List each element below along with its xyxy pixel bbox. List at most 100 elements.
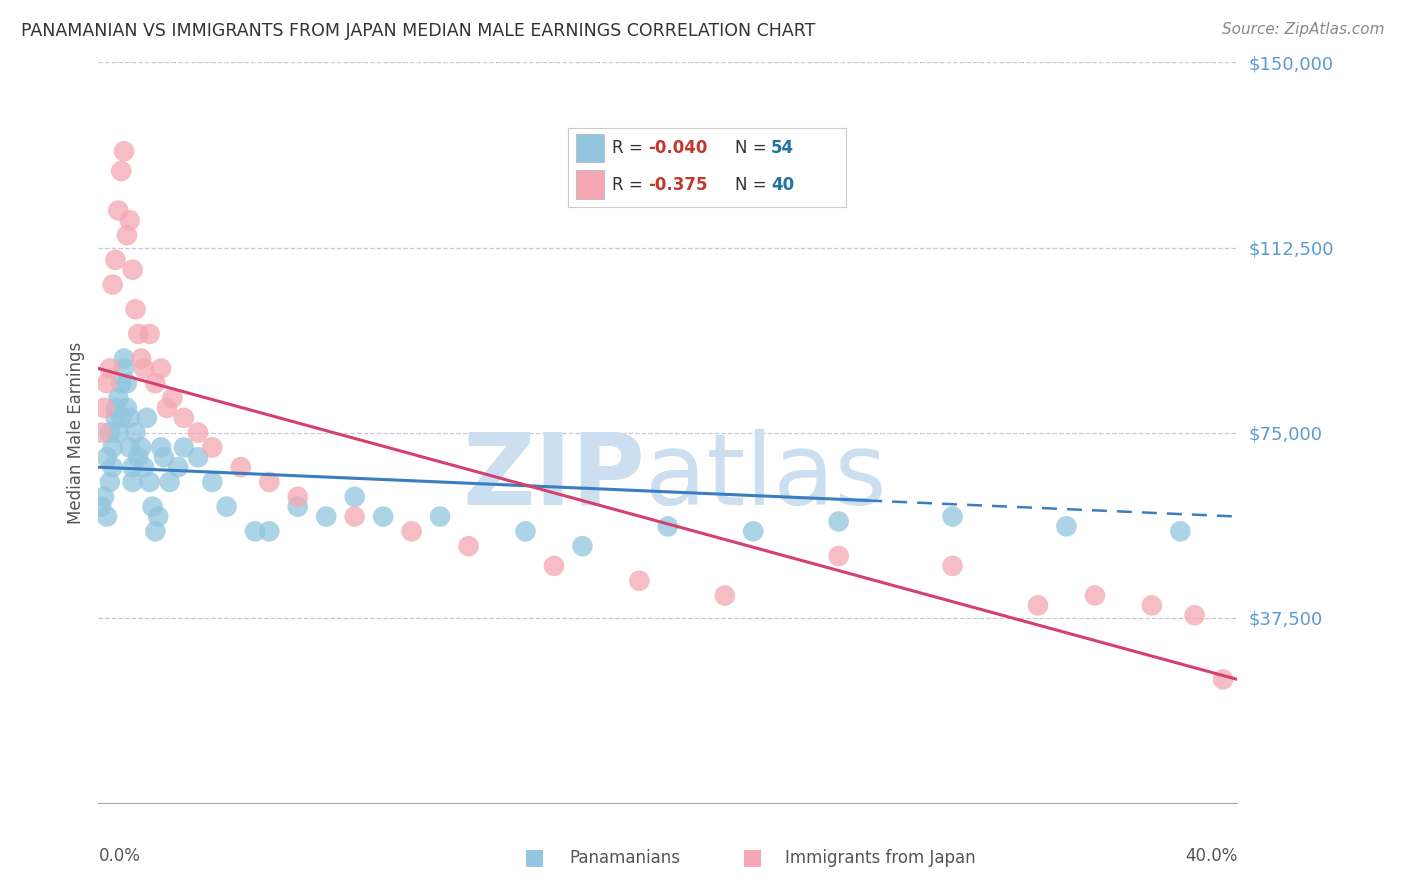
Point	[101, 277, 124, 292]
Point	[1212, 673, 1234, 687]
Point	[543, 558, 565, 573]
Point	[121, 262, 143, 277]
Point	[167, 460, 190, 475]
Point	[118, 410, 141, 425]
Point	[118, 441, 141, 455]
Point	[127, 326, 149, 341]
Point	[828, 515, 851, 529]
Point	[98, 475, 121, 489]
Point	[124, 302, 146, 317]
Point	[115, 228, 138, 243]
Point	[110, 164, 132, 178]
Point	[132, 361, 155, 376]
Text: 0.0%: 0.0%	[98, 847, 141, 865]
Text: 40.0%: 40.0%	[1185, 847, 1237, 865]
Point	[98, 361, 121, 376]
Point	[259, 475, 281, 489]
Text: PANAMANIAN VS IMMIGRANTS FROM JAPAN MEDIAN MALE EARNINGS CORRELATION CHART: PANAMANIAN VS IMMIGRANTS FROM JAPAN MEDI…	[21, 22, 815, 40]
Point	[148, 509, 170, 524]
Text: Immigrants from Japan: Immigrants from Japan	[785, 849, 976, 867]
Point	[429, 509, 451, 524]
Point	[101, 441, 124, 455]
Point	[343, 509, 366, 524]
Point	[90, 425, 112, 440]
Point	[121, 460, 143, 475]
Point	[118, 213, 141, 227]
Point	[101, 460, 124, 475]
Text: R =: R =	[613, 176, 654, 194]
Point	[138, 475, 160, 489]
Point	[121, 475, 143, 489]
Point	[141, 500, 163, 514]
Point	[287, 490, 309, 504]
Point	[145, 376, 167, 391]
Point	[104, 410, 127, 425]
Point	[401, 524, 423, 539]
Point	[107, 203, 129, 218]
Point	[110, 410, 132, 425]
Point	[259, 524, 281, 539]
Point	[1026, 599, 1049, 613]
Point	[115, 376, 138, 391]
Text: atlas: atlas	[645, 428, 887, 525]
Text: N =: N =	[735, 176, 772, 194]
Point	[90, 500, 112, 514]
Text: R =: R =	[613, 139, 648, 157]
Point	[571, 539, 593, 553]
Point	[135, 410, 157, 425]
Point	[628, 574, 651, 588]
Point	[96, 450, 118, 465]
Point	[714, 589, 737, 603]
Point	[942, 558, 965, 573]
Point	[112, 351, 135, 366]
Point	[104, 252, 127, 267]
Point	[457, 539, 479, 553]
Text: ■: ■	[524, 847, 544, 867]
Bar	[576, 134, 605, 162]
Point	[515, 524, 537, 539]
Point	[124, 425, 146, 440]
Point	[98, 425, 121, 440]
Bar	[576, 170, 605, 199]
Text: 54: 54	[770, 139, 794, 157]
Text: ZIP: ZIP	[463, 428, 645, 525]
Point	[115, 401, 138, 415]
Point	[162, 391, 184, 405]
Point	[215, 500, 238, 514]
Point	[159, 475, 181, 489]
Point	[93, 490, 115, 504]
Point	[373, 509, 395, 524]
Point	[173, 410, 195, 425]
Point	[187, 450, 209, 465]
Text: Panamanians: Panamanians	[569, 849, 681, 867]
Point	[129, 441, 152, 455]
Point	[1140, 599, 1163, 613]
Point	[110, 376, 132, 391]
Point	[315, 509, 337, 524]
Point	[145, 524, 167, 539]
Point	[127, 450, 149, 465]
Point	[96, 509, 118, 524]
Point	[112, 361, 135, 376]
Point	[1184, 608, 1206, 623]
Point	[1084, 589, 1107, 603]
Point	[1056, 519, 1078, 533]
Text: 40: 40	[770, 176, 794, 194]
Text: Source: ZipAtlas.com: Source: ZipAtlas.com	[1222, 22, 1385, 37]
Text: ■: ■	[742, 847, 762, 867]
Point	[150, 361, 173, 376]
Point	[187, 425, 209, 440]
Point	[828, 549, 851, 563]
Point	[138, 326, 160, 341]
Point	[657, 519, 679, 533]
Point	[150, 441, 173, 455]
Point	[107, 425, 129, 440]
Point	[243, 524, 266, 539]
Point	[153, 450, 176, 465]
Point	[93, 401, 115, 415]
Point	[343, 490, 366, 504]
Point	[129, 351, 152, 366]
Point	[742, 524, 765, 539]
Point	[201, 475, 224, 489]
Y-axis label: Median Male Earnings: Median Male Earnings	[66, 342, 84, 524]
